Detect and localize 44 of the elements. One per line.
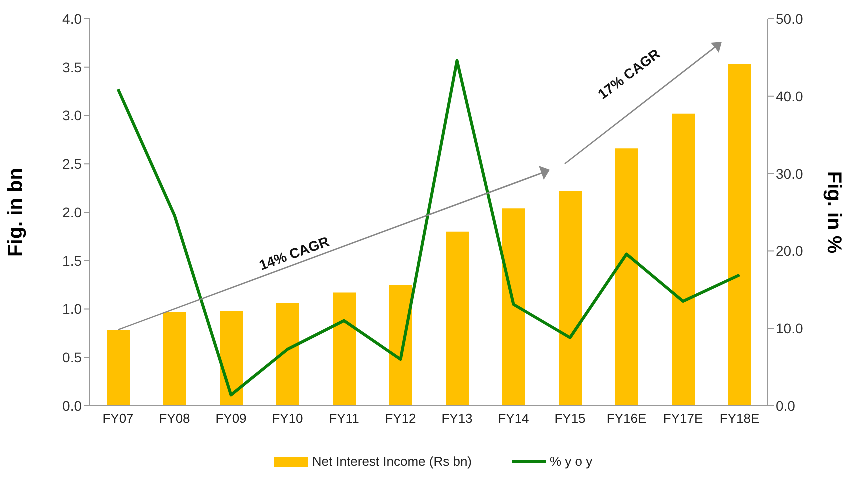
bar — [616, 148, 638, 406]
x-tick-label: FY14 — [498, 411, 530, 426]
y-tick-label: 3.5 — [62, 59, 82, 76]
x-tick-label: FY15 — [554, 411, 586, 426]
x-tick-label: FY18E — [720, 411, 760, 426]
y2-tick-label: 40.0 — [776, 88, 804, 104]
y-tick-label: 2.0 — [62, 204, 82, 220]
bar — [728, 64, 752, 406]
y2-axis-title: Fig. in % — [822, 171, 845, 254]
y2-tick-label: 20.0 — [776, 243, 804, 260]
y-axis-title: Fig. in bn — [5, 168, 28, 257]
x-tick-label: FY13 — [442, 411, 473, 426]
x-tick-label: FY17E — [663, 411, 704, 426]
x-tick-label: FY16E — [606, 411, 647, 426]
bar — [276, 303, 300, 406]
y2-tick-label: 50.0 — [776, 10, 804, 27]
x-tick-label: FY09 — [216, 411, 247, 426]
y2-tick-label: 10.0 — [776, 320, 804, 337]
bar — [164, 312, 186, 406]
y2-tick-label: 30.0 — [776, 166, 804, 182]
y-tick-label: 1.5 — [62, 252, 82, 269]
bar — [107, 330, 130, 406]
bar — [390, 285, 412, 406]
y-tick-label: 2.5 — [62, 156, 82, 172]
x-tick-label: FY10 — [272, 411, 304, 426]
annotation: 14% CAGR — [257, 233, 332, 274]
y-tick-label: 0.0 — [62, 398, 82, 414]
x-tick-label: FY07 — [102, 411, 134, 426]
bar — [446, 232, 469, 406]
legend-label: Net Interest Income (Rs bn) — [312, 454, 472, 469]
x-tick-label: FY11 — [329, 411, 360, 426]
y-tick-label: 0.5 — [62, 350, 82, 366]
bar — [333, 292, 356, 406]
y2-tick-label: 0.0 — [776, 398, 796, 414]
bar — [672, 114, 695, 406]
y-tick-label: 3.0 — [62, 108, 82, 124]
bar — [559, 191, 582, 406]
bar — [502, 208, 526, 406]
bar — [220, 311, 243, 406]
y-tick-label: 4.0 — [62, 10, 82, 27]
x-tick-label: FY08 — [159, 411, 190, 426]
y-tick-label: 1.0 — [62, 301, 82, 318]
x-tick-label: FY12 — [385, 411, 416, 426]
legend-label: % y o y — [550, 454, 593, 469]
